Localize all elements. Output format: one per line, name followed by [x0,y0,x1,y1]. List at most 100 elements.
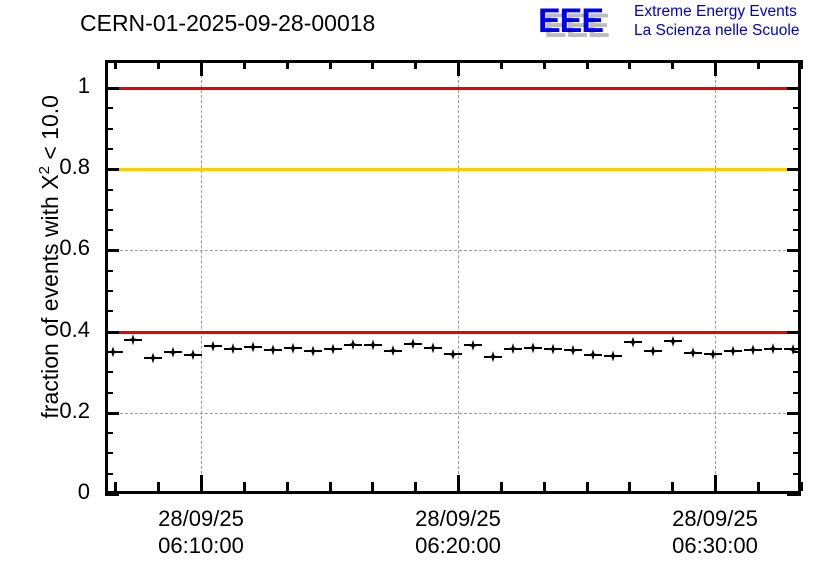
y-axis-major-tick [787,493,801,496]
horizontal-gridline [105,250,801,252]
y-axis-minor-tick [793,290,801,292]
plot-area [105,60,803,496]
data-point [667,335,679,347]
y-axis-minor-tick [793,229,801,232]
vertical-gridline [201,60,202,494]
page-title: CERN-01-2025-09-28-00018 [80,10,376,36]
logo-text-line1: Extreme Energy Events [634,3,797,20]
data-point [567,344,579,356]
x-axis-minor-tick [157,60,161,69]
y-axis-minor-tick [105,310,113,313]
x-axis-minor-tick [371,60,375,69]
y-tick-label: 1 [77,73,90,98]
data-point [407,338,419,350]
data-point [367,339,379,351]
y-axis-minor-tick [105,269,113,272]
data-point [347,339,359,351]
x-axis-minor-tick [585,482,589,491]
x-axis-minor-tick [114,60,118,69]
x-axis-minor-tick [799,482,803,491]
x-axis-minor-tick [799,60,803,69]
y-tick-label: 0.2 [59,397,90,423]
x-axis-minor-tick [499,60,503,69]
y-axis-minor-tick [105,350,113,353]
x-axis-minor-tick [628,482,632,491]
data-point [267,344,279,356]
x-axis-minor-tick [328,482,332,491]
x-axis-minor-tick [285,482,289,491]
data-point [387,345,399,357]
x-axis-minor-tick [542,482,546,491]
data-point [107,346,119,358]
x-axis-minor-tick [756,60,760,69]
x-tick-date: 28/09/25 [158,506,244,531]
y-axis-minor-tick [793,391,801,394]
y-axis-minor-tick [105,127,113,130]
y-axis-major-tick [787,249,801,253]
data-point [307,345,319,357]
yellow-line [105,168,801,172]
data-point [247,341,259,353]
data-point [127,334,139,346]
y-axis-minor-tick [105,229,113,232]
y-axis-minor-tick [793,208,801,211]
data-point [427,342,439,354]
x-tick-date: 28/09/25 [415,506,501,531]
y-axis-major-tick [105,249,119,253]
data-point [447,348,459,360]
data-point [527,342,539,354]
vertical-gridline [458,60,459,494]
y-axis-minor-tick [793,188,801,191]
data-point [787,343,799,355]
y-axis-minor-tick [105,432,113,435]
data-point [687,347,699,359]
data-point [627,336,639,348]
y-axis-minor-tick [793,269,801,272]
data-point [607,350,619,362]
data-point [327,343,339,355]
y-tick-label: 0.4 [59,316,90,342]
x-axis-major-tick [457,475,460,491]
x-axis-minor-tick [242,482,246,491]
y-tick-label: 0.8 [59,154,90,180]
x-tick-date: 28/09/25 [672,506,758,531]
data-point [647,345,659,357]
x-axis-minor-tick [542,60,546,69]
y-axis-minor-tick [105,107,113,110]
data-point [507,343,519,355]
data-point [747,344,759,356]
x-axis-major-tick [714,475,717,491]
data-point [227,343,239,355]
x-axis-major-tick [200,60,203,76]
y-axis-minor-tick [793,452,801,455]
axis-top [105,60,801,63]
y-tick-label: 0 [77,479,90,504]
x-axis-minor-tick [414,482,418,491]
horizontal-gridline [105,412,801,414]
x-axis-minor-tick [242,60,246,69]
y-axis-minor-tick [793,147,801,150]
data-point [547,343,559,355]
x-axis-minor-tick [157,482,161,491]
y-axis-minor-tick [793,127,801,130]
y-axis-minor-tick [105,208,113,211]
x-axis-minor-tick [371,482,375,491]
logo-mark-shadow: EEE [544,7,610,45]
x-axis-minor-tick [414,60,418,69]
data-point [707,348,719,360]
y-axis-minor-tick [793,107,801,110]
x-axis-minor-tick [628,60,632,69]
data-point [767,343,779,355]
x-tick-label: 28/09/25 06:10:00 [121,505,281,559]
y-axis-major-tick [105,168,119,172]
y-axis-major-tick [787,168,801,172]
data-point [587,349,599,361]
x-axis-major-tick [200,475,203,491]
y-axis-minor-tick [105,452,113,455]
vertical-gridline [715,60,716,494]
y-axis-major-tick [105,493,119,496]
x-axis-minor-tick [285,60,289,69]
data-point [207,340,219,352]
y-axis-major-tick [105,411,119,415]
y-axis-major-tick [787,87,801,90]
